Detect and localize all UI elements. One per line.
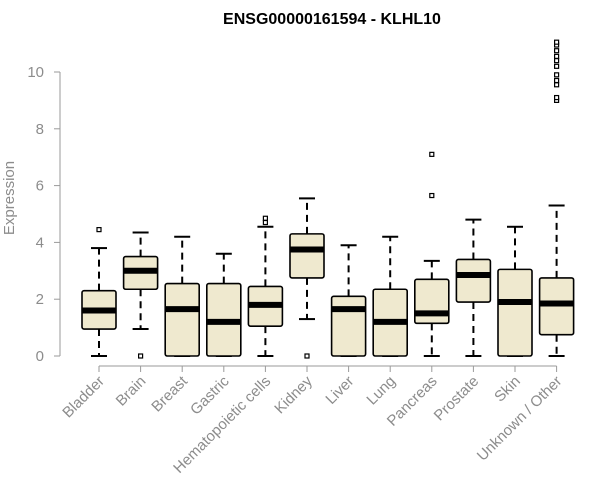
x-tick-label: Brain — [113, 373, 150, 410]
outlier-point — [262, 215, 268, 221]
x-tick-label: Kidney — [271, 372, 316, 417]
outlier-point — [553, 94, 560, 101]
iqr-box — [164, 282, 200, 357]
chart-title: ENSG00000161594 - KLHL10 — [223, 11, 441, 28]
outlier-point — [553, 82, 560, 88]
box-group — [122, 231, 159, 359]
outlier-point — [429, 151, 435, 157]
outlier-point — [429, 192, 435, 199]
outlier-point — [553, 63, 560, 69]
outlier-point — [96, 227, 102, 233]
outlier-point — [304, 353, 310, 359]
x-tick-label: Liver — [322, 373, 357, 408]
outlier-point — [553, 72, 560, 78]
outlier-point — [553, 58, 560, 64]
box-group — [413, 151, 450, 357]
iqr-box — [289, 233, 325, 279]
x-tick-label: Prostate — [431, 373, 483, 425]
outlier-point — [138, 353, 144, 359]
outlier-point — [553, 48, 560, 54]
iqr-box — [455, 258, 492, 303]
box-group — [247, 215, 284, 357]
x-tick-label: Lung — [363, 373, 399, 409]
outlier-point — [553, 53, 560, 59]
outlier-point — [262, 219, 268, 226]
iqr-box — [497, 268, 533, 357]
y-axis: 0 2 4 6 8 10 — [27, 64, 61, 365]
box-group — [164, 235, 200, 357]
box-group — [81, 227, 117, 357]
y-tick-label: 4 — [36, 234, 44, 251]
outlier-point — [553, 39, 560, 45]
x-tick-label: Skin — [491, 373, 524, 406]
box-group — [289, 197, 325, 359]
y-axis-label: Expression — [1, 161, 18, 235]
y-tick-label: 2 — [36, 291, 44, 308]
iqr-box — [330, 295, 367, 357]
box-series — [81, 39, 575, 359]
box-group — [372, 235, 409, 357]
box-group — [497, 225, 533, 357]
y-tick-label: 8 — [36, 121, 44, 138]
y-tick-label: 10 — [27, 64, 44, 81]
outlier-point — [553, 77, 560, 84]
x-tick-label: Breast — [148, 372, 191, 415]
box-group — [206, 252, 242, 357]
box-group — [330, 244, 367, 357]
y-tick-label: 0 — [36, 348, 44, 365]
box-group — [538, 39, 575, 357]
box-group — [455, 218, 492, 357]
x-tick-label: Bladder — [59, 373, 108, 422]
y-tick-label: 6 — [36, 178, 44, 195]
iqr-box — [413, 278, 450, 325]
